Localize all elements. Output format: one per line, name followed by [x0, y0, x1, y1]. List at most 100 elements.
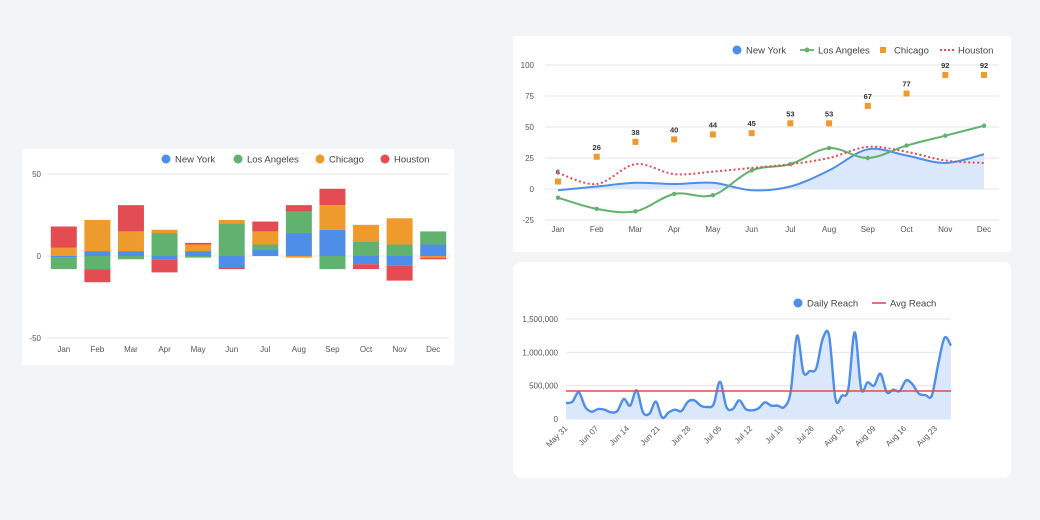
legend-houston-marker	[380, 154, 390, 164]
bar-new-york-dec	[420, 244, 447, 256]
y-tick-label: 25	[525, 154, 534, 163]
x-tick-label: Sep	[325, 345, 340, 354]
legend-los-angeles-marker-dot	[804, 47, 810, 53]
series-chicago-point-apr	[671, 136, 678, 143]
legend-los-angeles-label: Los Angeles	[818, 46, 870, 57]
bar-houston-nov	[386, 265, 413, 281]
series-chicago-point-sep	[864, 102, 871, 109]
x-tick-label: Dec	[426, 345, 440, 354]
bar-los-angeles-oct	[353, 241, 380, 256]
series-chicago-point-nov	[942, 71, 949, 78]
bar-houston-jul	[252, 221, 279, 232]
legend-new-york-label: New York	[175, 155, 215, 166]
series-los-angeles-point-jun	[749, 168, 754, 173]
series-new-york-area	[558, 148, 984, 191]
series-los-angeles-point-may	[710, 193, 716, 198]
legend-chicago-label: Chicago	[894, 46, 929, 57]
series-chicago-data-label: 40	[670, 125, 678, 134]
bar-los-angeles-nov	[386, 244, 413, 256]
bar-houston-oct	[353, 264, 380, 270]
series-new-york-line	[557, 147, 985, 192]
x-tick-label: May	[191, 345, 206, 354]
bar-los-angeles-may	[185, 256, 212, 258]
x-tick-label: Oct	[900, 225, 913, 234]
y-tick-label: 500,000	[529, 382, 558, 391]
x-tick-label: Mar	[629, 225, 643, 234]
series-chicago-data-label: 38	[631, 128, 639, 137]
series-chicago-data-label: 92	[941, 61, 949, 70]
bar-houston-aug	[285, 205, 312, 212]
legend-los-angeles-marker	[233, 154, 243, 164]
bar-new-york-jun	[218, 256, 245, 268]
bar-los-angeles-jul	[252, 244, 279, 250]
bar-houston-jun	[218, 267, 245, 270]
y-tick-label: 1,500,000	[522, 315, 558, 324]
series-los-angeles-point-nov	[943, 133, 948, 138]
bar-chicago-jul	[252, 231, 279, 245]
bar-los-angeles-sep	[319, 256, 346, 270]
series-los-angeles-point-sep	[865, 155, 871, 161]
x-tick-label: Aug	[292, 345, 306, 354]
series-chicago-point-mar	[632, 138, 639, 145]
legend-avg-reach-label: Avg Reach	[890, 299, 936, 310]
x-tick-label: Jun	[225, 345, 238, 354]
bar-los-angeles-aug	[285, 211, 312, 234]
bar-chicago-jun	[218, 219, 245, 224]
x-tick-label: Feb	[90, 345, 104, 354]
bar-los-angeles-feb	[84, 256, 111, 270]
y-tick-label: 50	[32, 170, 41, 179]
y-tick-label: -25	[522, 216, 534, 225]
x-tick-label: Jun 07	[577, 424, 601, 448]
series-chicago-data-label: 6	[556, 168, 560, 177]
series-chicago-data-label: 92	[980, 61, 988, 70]
bar-chicago-apr	[151, 229, 178, 234]
bar-new-york-nov	[386, 256, 413, 266]
series-chicago-data-label: 77	[902, 80, 910, 89]
bar-houston-jan	[50, 226, 77, 248]
bar-new-york-oct	[353, 256, 380, 265]
bar-chicago-feb	[84, 219, 111, 252]
series-los-angeles-point-dec	[981, 123, 987, 128]
x-tick-label: May	[705, 225, 720, 234]
series-los-angeles-point-jan	[555, 195, 561, 200]
x-tick-label: Jul	[260, 345, 270, 354]
x-tick-label: May 31	[544, 424, 569, 449]
bar-chicago-jan	[50, 247, 77, 256]
x-tick-label: Aug	[822, 225, 836, 234]
bar-los-angeles-apr	[151, 233, 178, 256]
bar-houston-may	[185, 242, 212, 245]
x-tick-label: Apr	[158, 345, 171, 354]
legend-new-york-marker	[732, 45, 742, 55]
x-tick-label: Jul 19	[764, 424, 786, 446]
y-tick-label: 0	[554, 415, 559, 424]
series-los-angeles-point-mar	[633, 209, 638, 214]
stacked-bar-chart-card: 50 0 -50 Jan Feb Mar Apr May Jun Jul Aug Sep Oct Nov D…	[22, 149, 454, 365]
x-tick-label: Jan	[57, 345, 70, 354]
bar-chicago-mar	[117, 231, 144, 252]
series-chicago-data-label: 53	[825, 109, 833, 118]
bar-houston-dec	[420, 257, 447, 260]
y-tick-label: 0	[37, 252, 42, 261]
x-tick-label: Jun	[745, 225, 758, 234]
x-tick-label: Sep	[861, 225, 876, 234]
series-chicago-point-may	[709, 131, 716, 138]
series-chicago-point-jan	[555, 178, 561, 185]
x-tick-label: Jun 28	[669, 424, 693, 448]
legend-chicago-marker	[880, 47, 886, 53]
bar-new-york-jul	[252, 249, 279, 256]
bar-los-angeles-mar	[117, 256, 144, 260]
daily-reach-area	[566, 330, 951, 419]
legend-chicago-marker	[315, 154, 325, 164]
legend-houston-label: Houston	[394, 155, 429, 166]
x-tick-label: Apr	[668, 225, 681, 234]
series-chicago-point-aug	[826, 120, 833, 127]
bar-houston-feb	[84, 269, 111, 283]
series-chicago-data-label: 26	[593, 143, 601, 152]
x-tick-label: Aug 23	[915, 424, 940, 449]
y-tick-label: 0	[530, 185, 535, 194]
bar-houston-sep	[319, 188, 346, 206]
bar-new-york-aug	[285, 233, 312, 256]
legend-new-york-label: New York	[746, 46, 786, 57]
x-tick-label: Dec	[977, 225, 991, 234]
